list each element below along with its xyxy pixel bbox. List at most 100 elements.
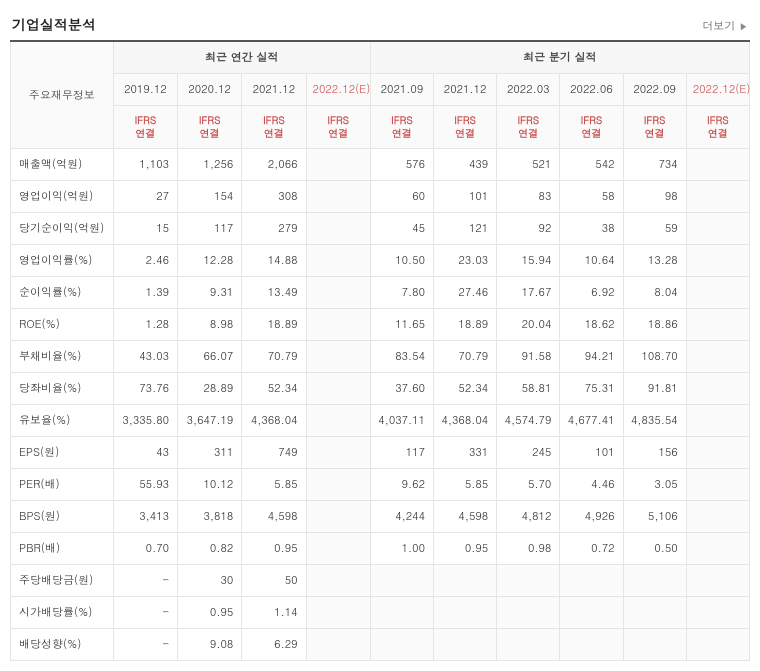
cell-value [686,629,749,661]
basis-header: IFRS연결 [306,106,370,149]
cell-value: 37.60 [370,373,433,405]
period-header: 2022.12(E) [306,74,370,106]
cell-value: 1.14 [242,597,306,629]
cell-value: 3,335.80 [113,405,177,437]
cell-value: 55.93 [113,469,177,501]
row-label: 시가배당률(%) [11,597,114,629]
cell-value [686,213,749,245]
cell-value: 311 [178,437,242,469]
period-header: 2019.12 [113,74,177,106]
table-row: BPS(원)3,4133,8184,5984,2444,5984,8124,92… [11,501,750,533]
cell-value: 4,037.11 [370,405,433,437]
cell-value: - [113,565,177,597]
cell-value: 43.03 [113,341,177,373]
cell-value: 4,598 [434,501,497,533]
cell-value [560,629,623,661]
cell-value: 5,106 [623,501,686,533]
cell-value: 0.98 [497,533,560,565]
cell-value: 45 [370,213,433,245]
cell-value: 13.28 [623,245,686,277]
cell-value: 576 [370,149,433,181]
cell-value: 156 [623,437,686,469]
cell-value: 331 [434,437,497,469]
cell-value: 4,574.79 [497,405,560,437]
cell-value: 23.03 [434,245,497,277]
panel-title: 기업실적분석 [12,14,96,34]
table-row: 영업이익(억원)2715430860101835898 [11,181,750,213]
cell-value: 11.65 [370,309,433,341]
row-label: 당좌비율(%) [11,373,114,405]
row-label: ROE(%) [11,309,114,341]
cell-value [434,629,497,661]
chevron-right-icon: ▶ [739,20,748,33]
cell-value: 94.21 [560,341,623,373]
period-header: 2021.12 [242,74,306,106]
cell-value: 4,598 [242,501,306,533]
cell-value: 60 [370,181,433,213]
cell-value: 279 [242,213,306,245]
cell-value [306,309,370,341]
cell-value [306,501,370,533]
cell-value [497,565,560,597]
cell-value [560,565,623,597]
cell-value: 14.88 [242,245,306,277]
table-row: 주당배당금(원)-3050 [11,565,750,597]
cell-value: 6.92 [560,277,623,309]
cell-value [306,181,370,213]
cell-value [434,565,497,597]
cell-value [370,565,433,597]
cell-value [686,341,749,373]
cell-value: 0.70 [113,533,177,565]
row-label: 배당성향(%) [11,629,114,661]
cell-value: 9.62 [370,469,433,501]
cell-value: 20.04 [497,309,560,341]
cell-value [686,245,749,277]
cell-value: 4,368.04 [434,405,497,437]
cell-value: 4,835.54 [623,405,686,437]
cell-value [560,597,623,629]
cell-value [306,149,370,181]
more-link[interactable]: 더보기 ▶ [702,19,748,34]
cell-value: 18.86 [623,309,686,341]
cell-value: 7.80 [370,277,433,309]
cell-value: 58.81 [497,373,560,405]
cell-value: 83.54 [370,341,433,373]
cell-value [686,501,749,533]
cell-value: 15 [113,213,177,245]
cell-value [306,341,370,373]
cell-value: 18.89 [434,309,497,341]
cell-value: 101 [434,181,497,213]
cell-value: 52.34 [242,373,306,405]
basis-header: IFRS연결 [434,106,497,149]
cell-value: 4.46 [560,469,623,501]
row-label: 유보율(%) [11,405,114,437]
cell-value: 0.72 [560,533,623,565]
cell-value: 117 [370,437,433,469]
basis-header: IFRS연결 [370,106,433,149]
cell-value: 75.31 [560,373,623,405]
cell-value [306,597,370,629]
cell-value: 108.70 [623,341,686,373]
table-row: ROE(%)1.288.9818.8911.6518.8920.0418.621… [11,309,750,341]
cell-value: 4,368.04 [242,405,306,437]
cell-value [686,149,749,181]
cell-value [306,565,370,597]
cell-value: 5.85 [434,469,497,501]
cell-value [686,373,749,405]
cell-value [623,565,686,597]
cell-value: 3,647.19 [178,405,242,437]
cell-value: 70.79 [242,341,306,373]
cell-value: 749 [242,437,306,469]
cell-value [686,181,749,213]
cell-value: 5.70 [497,469,560,501]
table-row: 당좌비율(%)73.7628.8952.3437.6052.3458.8175.… [11,373,750,405]
cell-value [686,405,749,437]
more-label: 더보기 [702,19,735,34]
cell-value: 66.07 [178,341,242,373]
cell-value: 3,413 [113,501,177,533]
table-head: 주요재무정보 최근 연간 실적 최근 분기 실적 2019.122020.122… [11,41,750,149]
row-label: 순이익률(%) [11,277,114,309]
cell-value [497,629,560,661]
cell-value: - [113,629,177,661]
row-label: BPS(원) [11,501,114,533]
